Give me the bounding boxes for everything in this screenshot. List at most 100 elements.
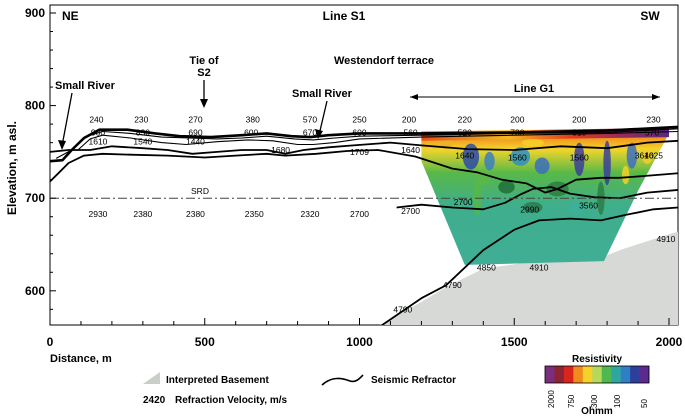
velocity-label: 270 xyxy=(188,114,202,124)
legend-velocity-label: Refraction Velocity, m/s xyxy=(175,395,288,406)
colorbar-frame xyxy=(544,365,650,384)
line-g1-arrow-left xyxy=(410,94,418,100)
section-anomaly xyxy=(534,157,550,175)
velocity-label: 1560 xyxy=(508,152,527,162)
section-anomaly xyxy=(621,165,630,185)
colorbar-tick-label: 100 xyxy=(613,394,622,408)
velocity-label: 570 xyxy=(645,127,659,137)
velocity-label: 670 xyxy=(303,127,317,137)
velocity-label: 380 xyxy=(246,114,260,124)
section-anomaly xyxy=(568,200,584,215)
legend-basement-label: Interpreted Basement xyxy=(166,375,269,386)
y-axis-label: Elevation, m asl. xyxy=(5,121,19,215)
velocity-label: 3640 xyxy=(635,151,654,161)
velocity-label: 2990 xyxy=(520,204,539,214)
section-anomaly xyxy=(626,142,638,169)
colorbar-swatch xyxy=(554,366,565,383)
velocity-label: 1610 xyxy=(89,137,108,147)
seismic-refractor-2 xyxy=(50,149,678,194)
x-axis: 0 500 1000 1500 2000 xyxy=(47,318,683,349)
colorbar-tick-label: 750 xyxy=(567,394,576,408)
velocity-label: 2380 xyxy=(186,209,205,219)
arrow-head-tie xyxy=(200,99,208,108)
colorbar-swatch xyxy=(582,366,593,383)
velocity-label: 200 xyxy=(510,114,524,124)
section-anomaly xyxy=(603,140,611,186)
colorbar-swatch xyxy=(639,366,650,383)
velocity-label: 2700 xyxy=(454,197,473,207)
seismic-refractor-1 xyxy=(50,139,678,155)
velocity-label: 2320 xyxy=(301,209,320,219)
velocity-label: 200 xyxy=(402,114,416,124)
section-anomaly xyxy=(484,151,495,171)
velocity-label: 1680 xyxy=(271,145,290,155)
velocity-label: 4910 xyxy=(656,234,675,244)
colorbar-tick-label: 300 xyxy=(590,394,599,408)
line-g1-arrow-right xyxy=(652,94,660,100)
velocity-label: 4790 xyxy=(443,280,462,290)
x-tick-label: 2000 xyxy=(656,335,683,349)
y-tick-label: 900 xyxy=(25,6,45,20)
colorbar-swatch xyxy=(601,366,612,383)
annotation-small-river-mid: Small River xyxy=(292,88,353,100)
y-axis: 900 800 700 600 xyxy=(25,6,56,310)
colorbar-ticks: 2000 750 300 100 50 xyxy=(547,390,649,408)
velocity-label: 4910 xyxy=(530,263,549,273)
velocity-label: 690 xyxy=(188,127,202,137)
section-anomaly xyxy=(521,138,544,147)
arrow-head-small-river-left xyxy=(58,140,66,150)
velocity-label: 1540 xyxy=(133,137,152,147)
corner-label-ne: NE xyxy=(62,9,79,23)
topography-line xyxy=(50,125,678,163)
x-tick-label: 1500 xyxy=(501,335,528,349)
velocity-label: 560 xyxy=(403,127,417,137)
velocity-label: 600 xyxy=(244,127,258,137)
velocity-label: 2930 xyxy=(89,209,108,219)
annotation-line-g1: Line G1 xyxy=(514,83,554,95)
refractor-shallow xyxy=(77,130,678,151)
section-anomaly xyxy=(498,180,515,194)
arrow-small-river-mid xyxy=(318,100,328,136)
velocity-label: 1709 xyxy=(350,147,369,157)
section-anomaly xyxy=(523,201,543,214)
corner-label-sw: SW xyxy=(640,9,660,23)
y-tick-label: 800 xyxy=(25,99,45,113)
colorbar-tick-label: 2000 xyxy=(547,390,556,408)
topography-line-2 xyxy=(55,128,678,159)
x-tick-label: 1000 xyxy=(346,335,373,349)
velocity-label: 2350 xyxy=(245,209,264,219)
resistivity-title: Resistivity xyxy=(572,354,622,365)
colorbar-swatch xyxy=(573,366,584,383)
velocity-label: 1625 xyxy=(644,151,663,161)
velocity-label: 240 xyxy=(89,114,103,124)
profile-lines xyxy=(50,125,678,325)
velocity-label: 2700 xyxy=(350,209,369,219)
colorbar-tick-label: 50 xyxy=(640,399,649,408)
plot-area xyxy=(50,125,678,325)
colorbar-swatch xyxy=(611,366,621,383)
velocity-label: 810 xyxy=(572,127,586,137)
colorbar-swatch xyxy=(620,366,631,383)
velocity-label: 1640 xyxy=(401,145,420,155)
velocity-label: 730 xyxy=(510,127,524,137)
velocity-label: 3560 xyxy=(579,201,598,211)
velocity-label: 570 xyxy=(303,114,317,124)
velocity-label: 520 xyxy=(458,127,472,137)
plot-frame xyxy=(49,4,679,326)
interpreted-basement xyxy=(380,231,678,325)
legend-refractor-line xyxy=(321,374,364,386)
section-anomaly xyxy=(476,170,490,186)
annotation-tie-line2: S2 xyxy=(197,67,210,79)
arrow-head-small-river-mid xyxy=(315,129,323,139)
resistivity-colorbar xyxy=(545,366,650,383)
legend-velocity-sample: 2420 xyxy=(143,395,166,406)
velocity-label: 1440 xyxy=(186,137,205,147)
seismic-refractor-4 xyxy=(380,206,678,325)
velocity-label: 4790 xyxy=(393,304,412,314)
velocity-label: 1640 xyxy=(455,151,474,161)
velocity-label: 220 xyxy=(458,114,472,124)
velocity-label: 830 xyxy=(136,127,150,137)
velocity-label: 250 xyxy=(352,114,366,124)
legend-basement-swatch xyxy=(143,372,160,384)
